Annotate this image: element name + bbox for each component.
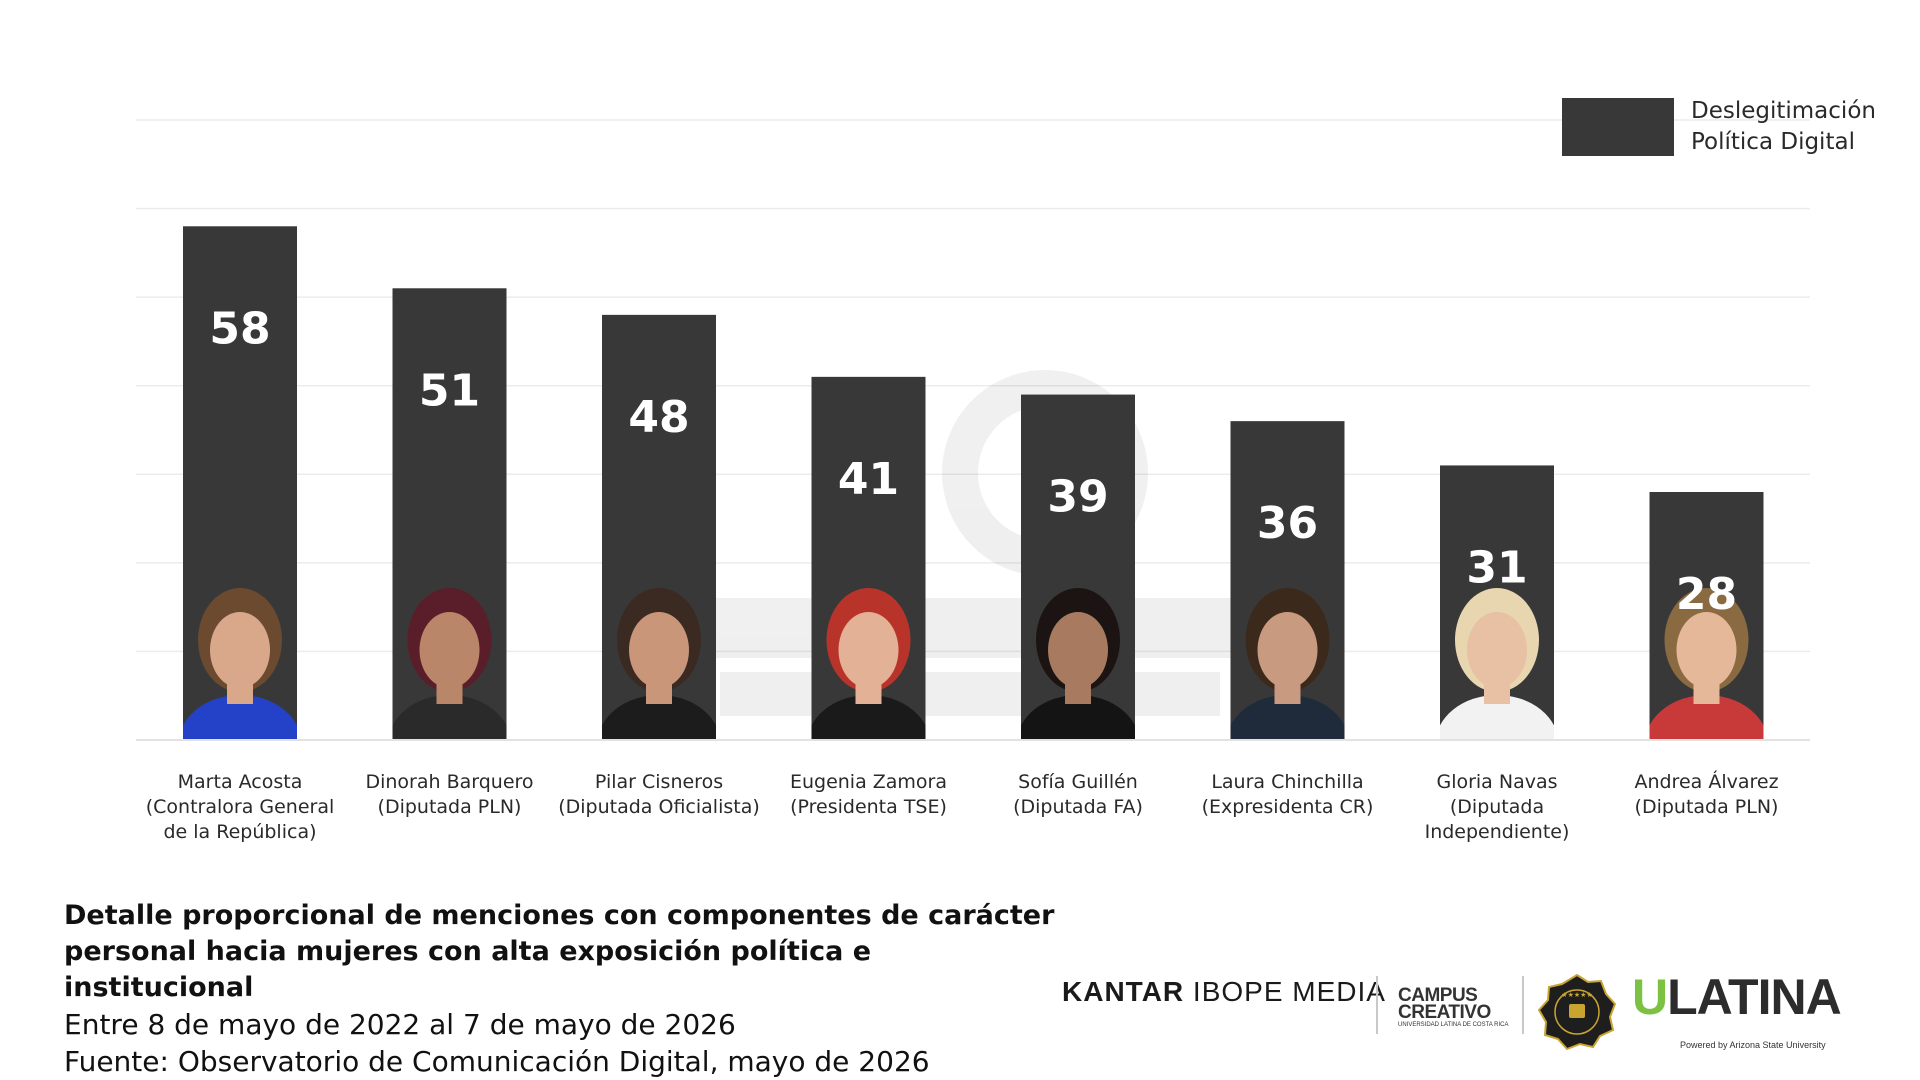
bar-value-label: 51 bbox=[419, 365, 480, 416]
ulatina-logo: ULATINA Powered by Arizona State Univers… bbox=[1632, 971, 1841, 1023]
bar-value-label: 36 bbox=[1257, 498, 1318, 549]
ulatina-rest: LATINA bbox=[1667, 969, 1841, 1025]
rating-seal-icon: ★★★★★ bbox=[1538, 973, 1616, 1051]
bar-value-label: 58 bbox=[209, 303, 270, 354]
watermark-logo bbox=[650, 388, 1250, 716]
category-label: Gloria Navas (Diputada Independiente) bbox=[1392, 770, 1602, 845]
logo-divider bbox=[1376, 976, 1378, 1034]
ulatina-sub: Powered by Arizona State University bbox=[1680, 1019, 1826, 1071]
bar-value-label: 31 bbox=[1466, 542, 1527, 593]
bar-value-label: 41 bbox=[838, 454, 899, 505]
chart-caption: Detalle proporcional de menciones con co… bbox=[64, 898, 1064, 1080]
legend: Deslegitimación Política Digital bbox=[1562, 96, 1891, 158]
bar-value-label: 28 bbox=[1676, 569, 1737, 620]
category-label: Andrea Álvarez (Diputada PLN) bbox=[1602, 770, 1812, 820]
svg-text:★★★★★: ★★★★★ bbox=[1561, 991, 1592, 999]
campus-line2: CREATIVO bbox=[1398, 1002, 1491, 1023]
caption-period: Entre 8 de mayo de 2022 al 7 de mayo de … bbox=[64, 1006, 1064, 1043]
kantar-rest: IBOPE MEDIA bbox=[1193, 976, 1386, 1007]
kantar-bold: KANTAR bbox=[1062, 976, 1184, 1007]
kantar-ibope-logo: KANTAR IBOPE MEDIA bbox=[1062, 976, 1386, 1008]
caption-title: Detalle proporcional de menciones con co… bbox=[64, 898, 1064, 1006]
category-label: Eugenia Zamora (Presidenta TSE) bbox=[764, 770, 974, 820]
logo-divider bbox=[1522, 976, 1524, 1034]
campus-creativo-logo: CAMPUS CREATIVO UNIVERSIDAD LATINA DE CO… bbox=[1398, 987, 1508, 1029]
category-label: Pilar Cisneros (Diputada Oficialista) bbox=[554, 770, 764, 820]
campus-sub: UNIVERSIDAD LATINA DE COSTA RICA bbox=[1398, 1022, 1508, 1029]
category-label: Dinorah Barquero (Diputada PLN) bbox=[345, 770, 555, 820]
gridlines bbox=[136, 120, 1810, 651]
category-label: Marta Acosta (Contralora General de la R… bbox=[135, 770, 345, 845]
category-label: Sofía Guillén (Diputada FA) bbox=[973, 770, 1183, 820]
bar-value-label: 48 bbox=[628, 392, 689, 443]
ulatina-u: U bbox=[1632, 969, 1667, 1025]
caption-source: Fuente: Observatorio de Comunicación Dig… bbox=[64, 1043, 1064, 1080]
bar-value-label: 39 bbox=[1047, 472, 1108, 523]
legend-swatch bbox=[1562, 98, 1674, 156]
legend-label: Deslegitimación Política Digital bbox=[1691, 96, 1891, 158]
category-label: Laura Chinchilla (Expresidenta CR) bbox=[1183, 770, 1393, 820]
footer-logos: KANTAR IBOPE MEDIA CAMPUS CREATIVO UNIVE… bbox=[1058, 976, 1848, 1076]
